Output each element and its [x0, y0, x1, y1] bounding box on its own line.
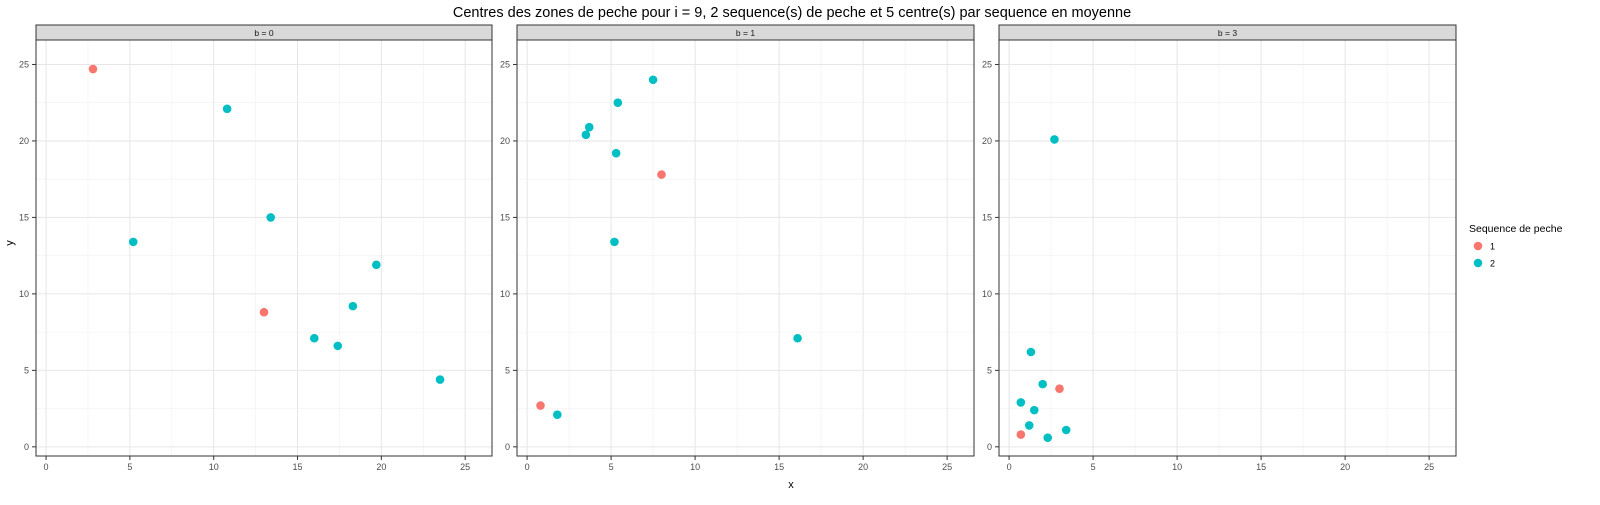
data-point-series-2: [1026, 347, 1036, 357]
data-point-series-2: [613, 98, 623, 108]
panel-border: [998, 39, 1457, 457]
x-tick-label: 15: [774, 462, 784, 472]
x-tick-label: 0: [525, 462, 530, 472]
legend-key-2: [1473, 258, 1483, 268]
data-point-series-2: [611, 148, 621, 158]
x-axis-title: x: [788, 479, 794, 491]
y-tick-label: 10: [19, 289, 29, 299]
x-tick-label: 25: [942, 462, 952, 472]
data-point-series-1: [1016, 430, 1026, 439]
y-tick-label: 0: [987, 442, 992, 452]
data-point-series-2: [266, 213, 276, 222]
data-point-series-2: [435, 375, 445, 384]
data-point-series-1: [259, 307, 269, 317]
data-point-series-2: [309, 333, 319, 343]
data-point-series-2: [1024, 421, 1034, 430]
data-point-series-1: [1055, 384, 1064, 394]
data-point-series-2: [581, 130, 591, 140]
data-point-series-2: [1061, 425, 1071, 435]
y-tick-label: 20: [500, 136, 510, 146]
y-tick-label: 10: [982, 289, 992, 299]
panel-background: [999, 40, 1456, 456]
x-tick-label: 5: [127, 462, 132, 472]
x-tick-label: 20: [376, 462, 386, 472]
y-tick-label: 20: [19, 136, 29, 146]
data-point-series-2: [1038, 379, 1047, 389]
facet-strip-label: b = 1: [736, 28, 755, 38]
data-point-series-2: [648, 75, 658, 85]
x-tick-label: 0: [44, 462, 49, 472]
y-tick-label: 25: [500, 59, 510, 69]
x-tick-label: 10: [209, 462, 219, 472]
y-tick-label: 5: [505, 365, 510, 375]
x-tick-label: 25: [1424, 462, 1434, 472]
y-tick-label: 25: [19, 59, 29, 69]
data-point-series-2: [610, 237, 619, 247]
facet-strip-label: b = 3: [1218, 28, 1237, 38]
legend-label-2: 2: [1490, 259, 1495, 269]
data-point-series-2: [793, 333, 802, 343]
data-point-series-2: [1050, 135, 1059, 144]
panel-border: [35, 39, 493, 457]
x-tick-label: 20: [858, 462, 868, 472]
x-tick-label: 10: [690, 462, 700, 472]
y-tick-label: 15: [19, 212, 29, 222]
chart-title: Centres des zones de peche pour i = 9, 2…: [453, 5, 1131, 21]
y-tick-label: 20: [982, 136, 992, 146]
data-point-series-2: [372, 260, 381, 270]
panel-background: [517, 40, 974, 456]
legend-key-1: [1473, 241, 1483, 251]
data-point-series-2: [1016, 398, 1026, 407]
x-tick-label: 15: [1256, 462, 1266, 472]
y-tick-label: 10: [500, 289, 510, 299]
facet-strip-label: b = 0: [254, 28, 273, 38]
data-point-series-2: [584, 122, 594, 132]
y-axis-title: y: [4, 240, 16, 246]
panel-border: [516, 39, 975, 457]
x-tick-label: 25: [460, 462, 470, 472]
legend-title: Sequence de peche: [1469, 223, 1563, 235]
y-tick-label: 0: [505, 442, 510, 452]
data-point-series-2: [128, 237, 138, 247]
data-point-series-1: [88, 64, 98, 74]
panel-background: [36, 40, 492, 456]
x-tick-label: 5: [609, 462, 614, 472]
data-point-series-2: [1043, 433, 1053, 442]
data-point-series-2: [553, 410, 562, 420]
data-point-series-2: [333, 341, 343, 351]
y-tick-label: 25: [982, 59, 992, 69]
y-tick-label: 15: [500, 212, 510, 222]
x-tick-label: 5: [1091, 462, 1096, 472]
data-point-series-1: [657, 170, 666, 179]
data-point-series-2: [348, 301, 358, 311]
y-tick-label: 5: [987, 365, 992, 375]
x-tick-label: 10: [1172, 462, 1182, 472]
y-tick-label: 0: [24, 442, 29, 452]
legend-label-1: 1: [1490, 242, 1495, 252]
data-point-series-2: [1029, 405, 1039, 415]
x-tick-label: 0: [1007, 462, 1012, 472]
y-tick-label: 15: [982, 212, 992, 222]
data-point-series-1: [536, 401, 545, 410]
y-tick-label: 5: [24, 365, 29, 375]
data-point-series-2: [222, 104, 232, 114]
x-tick-label: 15: [293, 462, 303, 472]
x-tick-label: 20: [1340, 462, 1350, 472]
